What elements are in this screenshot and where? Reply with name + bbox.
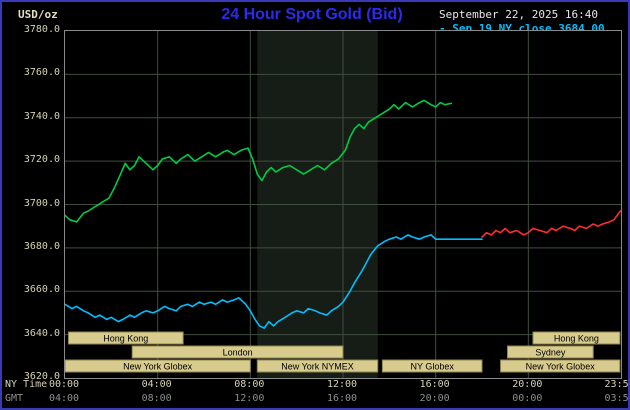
x-tick-label-ny-time: 08:00 — [234, 379, 265, 390]
x-tick-label-ny-time: 04:00 — [141, 379, 172, 390]
session-label: Hong Kong — [554, 334, 599, 344]
plot-svg: Hong Kong Hong Kong London Sydney New York G… — [64, 31, 622, 378]
session-box — [67, 331, 184, 345]
session-box — [381, 359, 483, 373]
series-sep21-sunday — [481, 210, 622, 238]
session-box — [500, 359, 621, 373]
timestamp: September 22, 2025 16:40 — [439, 8, 598, 21]
x-tick-label-ny-time: 23:59 — [604, 379, 629, 390]
ny-time-axis-label: NY Time — [5, 379, 48, 390]
y-tick-label: 3760.0 — [23, 67, 60, 79]
y-tick-label: 3640.0 — [23, 327, 60, 339]
session-box — [506, 345, 594, 359]
session-label: London — [223, 348, 253, 358]
session-box — [64, 359, 251, 373]
x-tick-label-gmt: 20:00 — [419, 393, 450, 404]
gmt-axis-label: GMT — [5, 393, 24, 404]
plot-area: Hong Kong Hong Kong London Sydney New York G… — [64, 30, 622, 379]
session-label: Hong Kong — [103, 334, 148, 344]
series-sep22-last — [64, 99, 453, 223]
y-tick-label: 3720.0 — [23, 154, 60, 166]
x-tick-label-gmt: 08:00 — [141, 393, 172, 404]
y-tick-label: 3780.0 — [23, 24, 60, 35]
session-label: New York Globex — [123, 362, 193, 372]
session-label: New York Globex — [526, 362, 596, 372]
session-box — [532, 331, 621, 345]
x-tick-label-gmt: 03:59 — [604, 393, 629, 404]
session-label: New York NYMEX — [281, 362, 354, 372]
x-tick-label-gmt: 00:00 — [512, 393, 543, 404]
y-tick-label: 3660.0 — [23, 284, 60, 296]
session-label: NY Globex — [411, 362, 455, 372]
x-tick-label-gmt: 12:00 — [234, 393, 265, 404]
y-tick-label: 3680.0 — [23, 240, 60, 252]
y-tick-label: 3740.0 — [23, 110, 60, 122]
session-label: Sydney — [535, 348, 566, 358]
chart-title: 24 Hour Spot Gold (Bid) — [221, 6, 403, 23]
y-tick-label: 3620.0 — [23, 371, 60, 382]
x-tick-label-gmt: 04:00 — [48, 393, 80, 404]
x-tick-label-ny-time: 16:00 — [419, 379, 450, 390]
y-tick-label: 3700.0 — [23, 197, 60, 209]
x-tick-label-ny-time: 12:00 — [326, 379, 358, 390]
x-tick-label-gmt: 16:00 — [326, 393, 358, 404]
x-tick-label-ny-time: 00:00 — [48, 379, 80, 390]
series-sep19-ny-close — [64, 234, 483, 329]
session-box — [131, 345, 344, 359]
x-tick-label-ny-time: 20:00 — [512, 379, 543, 390]
y-axis-units-label: USD/oz — [18, 8, 58, 21]
session-box — [256, 359, 379, 373]
